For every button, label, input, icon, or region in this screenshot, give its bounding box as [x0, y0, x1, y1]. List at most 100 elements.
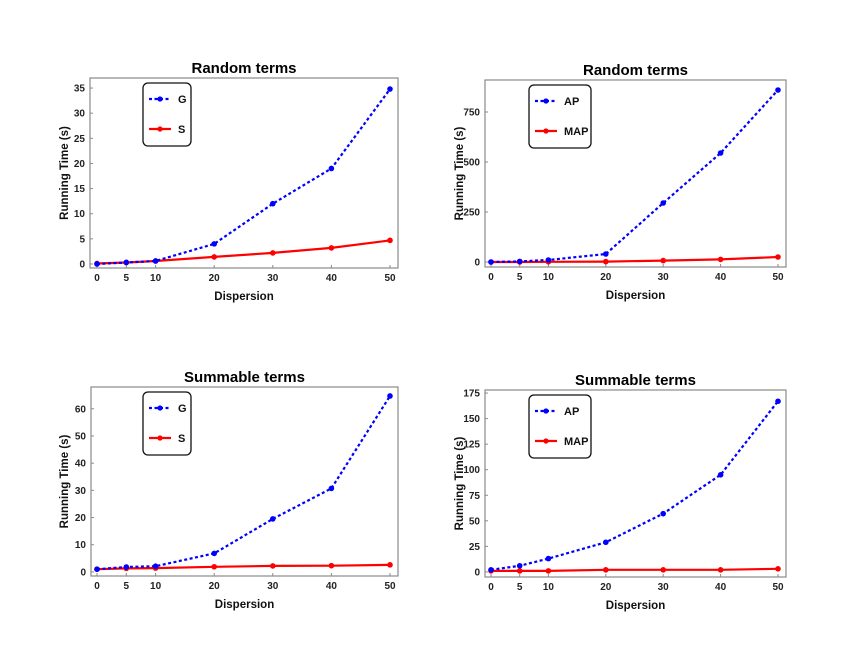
y-tick-label: 0 [474, 567, 480, 578]
data-point [387, 86, 393, 92]
x-tick-label: 20 [600, 272, 612, 283]
data-point [211, 550, 217, 557]
x-tick-label: 5 [124, 581, 130, 592]
chart-panel-3: Summable terms 0 5 10 20 30 40 50 0 10 20 30 40 50 60 D… [59, 369, 399, 611]
data-point [328, 562, 335, 569]
data-point [488, 567, 494, 573]
data-point [123, 259, 130, 266]
data-point [603, 567, 609, 573]
y-tick-label: 50 [75, 431, 87, 442]
data-point [387, 393, 393, 399]
legend-label-ap: AP [564, 406, 579, 418]
y-tick-label: 50 [469, 516, 481, 527]
y-tick-label: 15 [74, 184, 86, 195]
y-tick-label: 75 [469, 491, 481, 502]
x-tick-label: 0 [94, 581, 100, 592]
y-axis-label: Running Time (s) [59, 126, 71, 220]
legend-label-s: S [178, 124, 185, 136]
y-tick-label: 20 [74, 159, 86, 170]
y-tick-label: 0 [79, 259, 85, 270]
x-axis-label: Dispersion [606, 600, 665, 612]
x-tick-label: 30 [658, 582, 670, 593]
y-tick-label: 30 [74, 109, 86, 120]
data-point [660, 567, 666, 573]
data-point [717, 567, 724, 573]
y-tick-label: 100 [463, 465, 480, 476]
chart-title: Summable terms [575, 372, 696, 389]
data-point [603, 258, 609, 265]
data-point [94, 566, 100, 573]
y-tick-label: 20 [75, 513, 87, 524]
chart-panel-4: Summable terms 0 5 10 20 30 40 50 0 25 50 75 100 125 1… [454, 372, 787, 612]
y-tick-label: 35 [74, 84, 86, 95]
y-axis-label: Running Time (s) [59, 434, 71, 528]
data-point [328, 245, 335, 251]
data-point [660, 200, 666, 206]
chart-title: Summable terms [184, 369, 305, 386]
x-tick-label: 0 [488, 582, 494, 593]
x-tick-label: 20 [209, 581, 221, 592]
x-tick-label: 40 [715, 582, 727, 593]
data-point [328, 165, 335, 172]
legend-label-ap: AP [564, 96, 579, 108]
legend: GS [142, 391, 192, 456]
chart-panel-1: Random terms 0 5 10 20 30 40 50 0 5 10 15 20 25 30 35 Di… [59, 60, 399, 303]
legend-label-map: MAP [564, 436, 588, 448]
y-tick-label: 150 [463, 414, 480, 425]
y-tick-label: 175 [463, 389, 480, 400]
chart-title: Random terms [583, 62, 688, 79]
x-tick-label: 0 [488, 272, 494, 283]
data-point [211, 254, 217, 260]
data-point [660, 510, 666, 517]
data-point [775, 254, 781, 260]
data-point [211, 241, 217, 247]
data-point [603, 539, 609, 546]
data-point [516, 568, 523, 574]
legend-label-g: G [178, 94, 187, 106]
y-axis-label: Running Time (s) [454, 126, 466, 220]
x-tick-label: 50 [384, 273, 396, 284]
data-point [270, 516, 276, 522]
legend-label-s: S [178, 433, 185, 445]
legend: AP MAP [528, 84, 592, 149]
y-tick-label: 750 [463, 108, 480, 119]
x-tick-label: 10 [150, 273, 162, 284]
x-tick-label: 10 [543, 272, 555, 283]
data-point [545, 257, 552, 263]
data-point [387, 237, 393, 244]
y-tick-label: 25 [74, 134, 86, 145]
data-point [94, 261, 100, 267]
x-tick-label: 10 [150, 581, 162, 592]
y-tick-label: 25 [469, 542, 481, 553]
y-tick-label: 40 [75, 459, 87, 470]
x-tick-label: 5 [517, 582, 523, 593]
x-tick-label: 40 [715, 272, 727, 283]
data-point [123, 564, 130, 570]
y-tick-label: 5 [79, 234, 85, 245]
x-tick-label: 30 [267, 581, 279, 592]
y-tick-label: 10 [74, 209, 86, 220]
y-tick-label: 250 [463, 208, 480, 219]
plot-area [90, 386, 399, 577]
x-tick-label: 30 [267, 273, 279, 284]
x-tick-label: 10 [543, 582, 555, 593]
y-tick-label: 60 [75, 404, 87, 415]
data-point [717, 256, 724, 263]
x-tick-label: 30 [658, 272, 670, 283]
y-tick-label: 0 [474, 258, 480, 269]
data-point [328, 485, 335, 492]
x-tick-label: 40 [326, 581, 338, 592]
x-tick-label: 5 [124, 273, 130, 284]
chart-title: Random terms [191, 60, 296, 77]
legend-label-map: MAP [564, 126, 588, 138]
data-point [516, 562, 523, 569]
x-tick-label: 0 [94, 273, 100, 284]
data-point [775, 87, 781, 93]
data-point [270, 563, 276, 569]
x-tick-label: 5 [517, 272, 523, 283]
y-axis-label: Running Time (s) [454, 436, 466, 530]
data-point [717, 472, 724, 478]
legend-label-g: G [178, 403, 187, 415]
